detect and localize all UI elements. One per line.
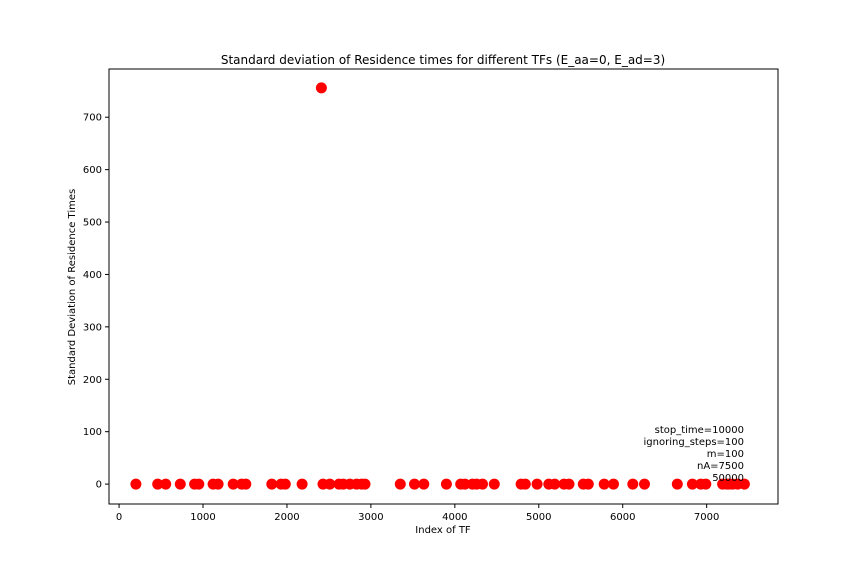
data-point [531, 478, 543, 490]
data-point [174, 478, 186, 490]
data-point [700, 478, 712, 490]
data-point [315, 82, 327, 94]
y-tick-label: 500 [83, 218, 102, 229]
data-point [440, 478, 452, 490]
data-point [279, 478, 291, 490]
data-point [477, 478, 488, 490]
data-point [608, 478, 619, 490]
chart-title: Standard deviation of Residence times fo… [221, 53, 665, 67]
data-point [227, 478, 239, 490]
data-point [627, 478, 639, 490]
x-tick-label: 7000 [694, 512, 719, 523]
data-point [324, 478, 336, 490]
data-point [459, 478, 471, 490]
data-point [240, 478, 252, 490]
data-point [130, 478, 142, 490]
data-point [738, 478, 750, 490]
y-tick-label: 700 [83, 113, 102, 124]
plot-frame [108, 68, 779, 505]
data-point [296, 478, 308, 490]
data-point [193, 478, 205, 490]
x-axis-ticks: 0 1000 2000 3000 4000 5000 6000 7000 [116, 504, 719, 523]
y-tick-label: 300 [83, 322, 102, 333]
y-tick-label: 100 [83, 427, 102, 438]
data-point [409, 478, 420, 490]
data-point [266, 478, 278, 490]
data-point [418, 478, 430, 490]
data-point [639, 478, 650, 490]
annotation-line: 50000 [712, 473, 744, 484]
y-tick-label: 0 [96, 480, 102, 491]
x-tick-label: 3000 [358, 512, 383, 523]
annotation-line: ignoring_steps=100 [644, 437, 744, 448]
x-tick-label: 6000 [610, 512, 635, 523]
x-tick-label: 1000 [190, 512, 215, 523]
data-point [160, 478, 172, 490]
data-point [359, 478, 371, 490]
annotation-line: m=100 [707, 449, 744, 460]
data-point [488, 478, 500, 490]
y-tick-label: 200 [83, 375, 102, 386]
y-axis-ticks: 0 100 200 300 400 500 600 700 [83, 113, 109, 491]
x-tick-label: 5000 [526, 512, 551, 523]
annotation-line: stop_time=10000 [655, 425, 744, 436]
x-axis-label: Index of TF [415, 525, 471, 536]
data-point [598, 478, 610, 490]
data-point [549, 478, 561, 490]
data-point [563, 478, 575, 490]
annotation-line: nA=7500 [697, 461, 744, 472]
x-tick-label: 2000 [274, 512, 299, 523]
y-axis-label: Standard Deviation of Residence Times [67, 189, 78, 386]
data-point [212, 478, 224, 490]
data-point [519, 478, 531, 490]
y-tick-label: 400 [83, 270, 102, 281]
data-point [152, 478, 164, 490]
data-point [671, 478, 683, 490]
y-tick-label: 600 [83, 165, 102, 176]
data-points [130, 82, 750, 490]
x-tick-label: 4000 [442, 512, 467, 523]
x-tick-label: 0 [116, 512, 122, 523]
data-point [394, 478, 406, 490]
data-point [582, 478, 594, 490]
data-point [686, 478, 698, 490]
annotation-block: stop_time=10000ignoring_steps=100m=100nA… [644, 425, 744, 484]
